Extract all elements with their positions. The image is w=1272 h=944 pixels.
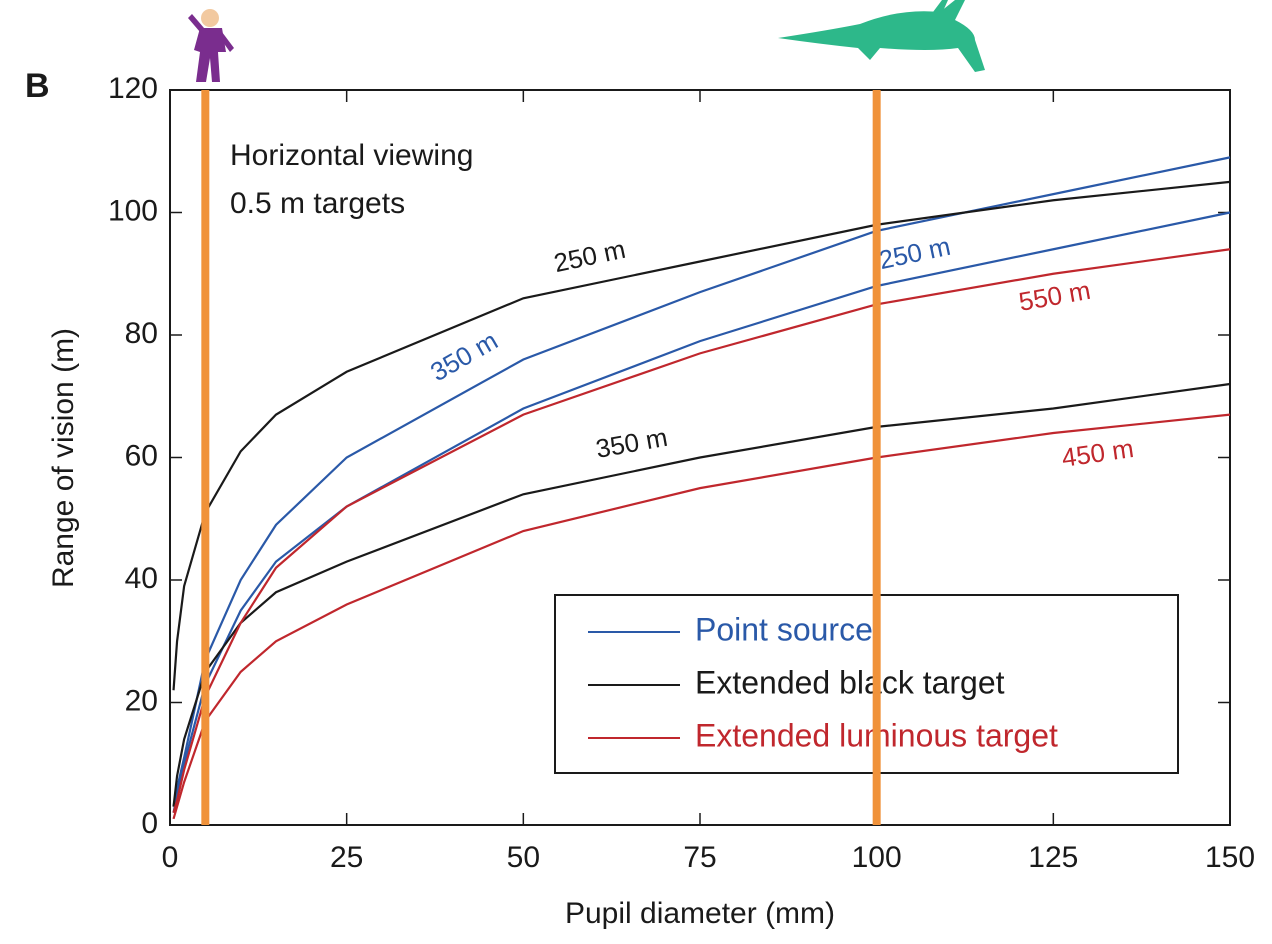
curve-label: 250 m <box>551 234 628 278</box>
y-tick-label: 120 <box>108 72 158 105</box>
x-tick-label: 125 <box>1028 841 1078 874</box>
x-tick-label: 50 <box>507 841 540 874</box>
annotation: Horizontal viewing <box>230 139 473 172</box>
x-tick-label: 150 <box>1205 841 1255 874</box>
panel-label: B <box>25 67 50 105</box>
curve <box>172 180 1231 691</box>
x-tick-label: 75 <box>683 841 716 874</box>
curve-label: 550 m <box>1016 275 1092 317</box>
curve-label: 450 m <box>1060 433 1136 473</box>
x-tick-label: 100 <box>852 841 902 874</box>
x-axis-title: Pupil diameter (mm) <box>565 897 835 930</box>
y-tick-label: 20 <box>125 684 158 717</box>
x-tick-label: 0 <box>162 841 179 874</box>
curve <box>172 382 1231 807</box>
y-tick-label: 80 <box>125 317 158 350</box>
legend-label: Extended black target <box>695 664 1005 700</box>
y-tick-label: 0 <box>141 807 158 840</box>
y-axis-title: Range of vision (m) <box>47 328 80 588</box>
ichthyosaur-icon <box>778 0 985 72</box>
curve-label: 350 m <box>593 422 669 464</box>
curve <box>172 248 1231 814</box>
curve <box>172 211 1231 813</box>
legend-label: Point source <box>695 611 873 647</box>
annotation: 0.5 m targets <box>230 187 405 220</box>
y-tick-label: 60 <box>125 439 158 472</box>
x-tick-label: 25 <box>330 841 363 874</box>
y-tick-label: 40 <box>125 562 158 595</box>
human-icon <box>188 9 234 82</box>
curve-label: 250 m <box>876 231 953 275</box>
curve <box>172 413 1231 820</box>
y-tick-label: 100 <box>108 194 158 227</box>
curve <box>172 156 1231 807</box>
